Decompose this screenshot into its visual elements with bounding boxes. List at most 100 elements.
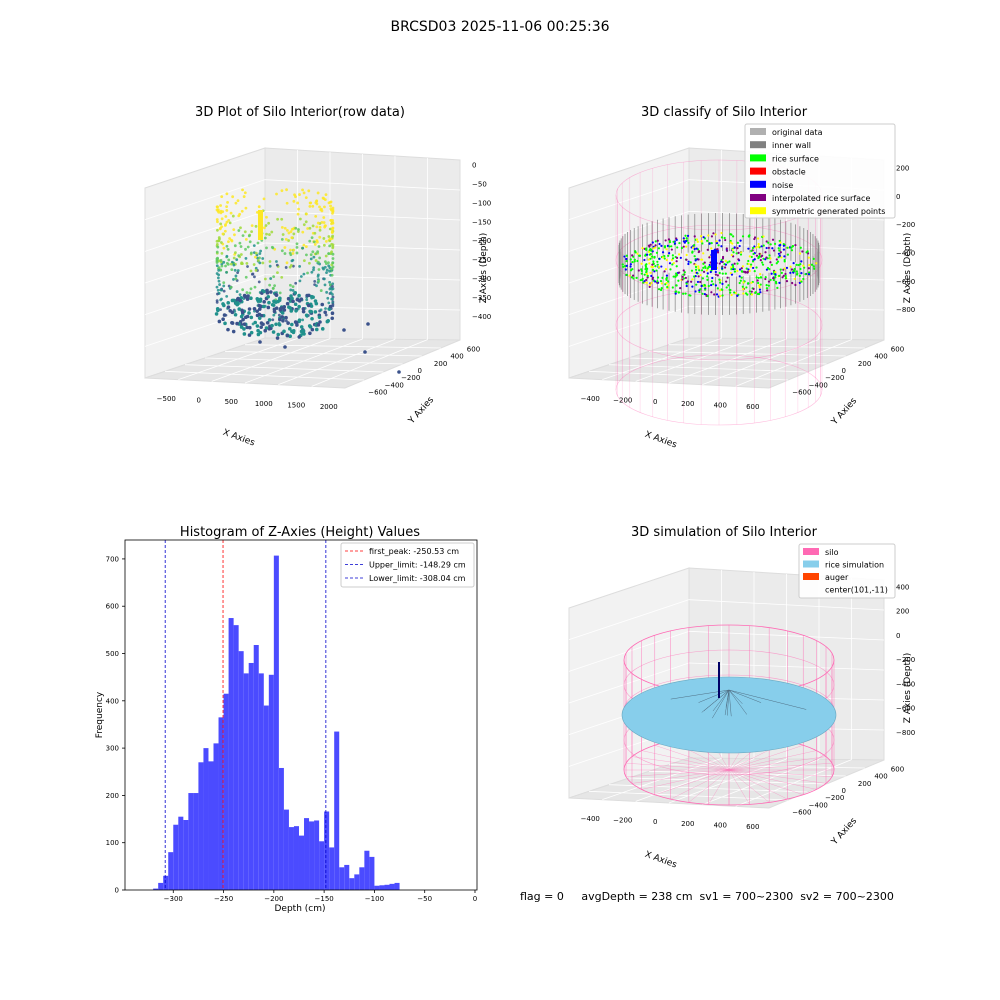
histogram-bar (283, 809, 289, 890)
classified-point (790, 246, 793, 249)
raw-point (215, 250, 219, 254)
simulation-xtick: 0 (653, 818, 657, 826)
classified-point (718, 271, 721, 275)
silo-floor-wire (654, 769, 730, 795)
classified-point (702, 266, 705, 269)
raw-point (244, 315, 248, 320)
classified-point (739, 279, 742, 282)
raw-point (241, 317, 245, 322)
classified-point (707, 234, 710, 237)
raw-point (239, 253, 243, 256)
grid-line (568, 599, 690, 641)
raw-point (262, 197, 266, 201)
raw-point (258, 297, 263, 302)
raw-point (282, 329, 286, 334)
classified-point (770, 263, 773, 266)
classified-point (636, 259, 639, 263)
raw-point (242, 332, 247, 336)
classified-point (737, 251, 740, 254)
raw-point (324, 193, 328, 197)
raw-point (306, 271, 309, 275)
raw-point (244, 237, 248, 241)
simulation-xtick: −200 (613, 817, 632, 825)
classified-point (772, 278, 775, 282)
raw-point (319, 308, 323, 312)
raw-point (230, 321, 235, 325)
raw-point (297, 207, 301, 211)
histogram-bar (309, 821, 315, 890)
raw-point (263, 226, 266, 230)
raw-point (230, 268, 234, 272)
raw-point (234, 251, 237, 255)
y-tick-label: 700 (106, 555, 119, 563)
classified-point (776, 260, 780, 263)
raw-point (216, 245, 220, 249)
classified-point (635, 276, 638, 279)
classified-point (702, 262, 705, 265)
classify-xtick: 400 (714, 402, 727, 410)
raw-point (293, 320, 298, 324)
raw-point (308, 204, 312, 208)
classified-point (648, 283, 652, 286)
histogram-bar (168, 852, 174, 890)
raw-ztick: −400 (472, 313, 491, 321)
classified-point (742, 281, 745, 284)
figure-title: BRCSD03 2025-11-06 00:25:36 (390, 19, 609, 35)
classified-point (656, 263, 659, 266)
raw-point (291, 285, 295, 289)
classified-point (675, 265, 678, 268)
classified-point (677, 253, 681, 256)
raw-point (220, 217, 224, 221)
histogram-title: Histogram of Z-Axies (Height) Values (180, 525, 420, 540)
raw-point (330, 230, 334, 234)
classified-point (764, 276, 767, 279)
classified-point (650, 281, 653, 285)
raw-point (331, 302, 335, 306)
simulation-ztick: 0 (896, 632, 900, 640)
raw-outlier (366, 322, 370, 326)
classified-point (744, 270, 747, 274)
raw-point (285, 261, 289, 265)
raw-point (248, 240, 252, 244)
classified-point (781, 276, 784, 279)
classified-point (784, 277, 787, 280)
raw-point (277, 313, 281, 317)
classified-point (649, 243, 652, 246)
raw-point (238, 298, 243, 303)
raw-point (283, 226, 287, 230)
raw-point (308, 201, 312, 205)
classified-point (670, 248, 673, 251)
classified-point (677, 279, 680, 282)
histogram-bar (344, 864, 350, 890)
raw-point (242, 195, 246, 198)
raw-point (226, 305, 231, 309)
classified-point (797, 263, 800, 267)
classify-3d-plot: 3D classify of Silo Interior −400 −200 0 20… (568, 105, 915, 451)
raw-ztick: −100 (472, 199, 491, 207)
classified-point (664, 267, 668, 271)
raw-ztick: 0 (472, 162, 476, 170)
histogram-bar (314, 820, 320, 890)
raw-point (222, 281, 226, 285)
classified-point (775, 258, 778, 261)
legend-label: center(101,-11) (825, 586, 888, 595)
classified-point (671, 254, 674, 257)
raw-point (289, 248, 292, 252)
classify-ztick: −800 (896, 306, 915, 314)
classified-point (750, 281, 753, 284)
classified-point (685, 245, 688, 248)
raw-point (274, 293, 279, 297)
classified-point (758, 252, 761, 255)
classified-point (700, 258, 703, 261)
raw-point (331, 226, 335, 230)
raw-point (268, 233, 271, 236)
raw-point (255, 309, 260, 313)
raw-point (266, 305, 271, 310)
raw-point (295, 245, 299, 249)
raw-point (311, 224, 315, 228)
raw-outlier (318, 320, 322, 324)
raw-point (226, 200, 229, 204)
raw-ztick: −300 (472, 275, 491, 283)
raw-point (276, 332, 281, 337)
histogram-bar (268, 674, 274, 890)
